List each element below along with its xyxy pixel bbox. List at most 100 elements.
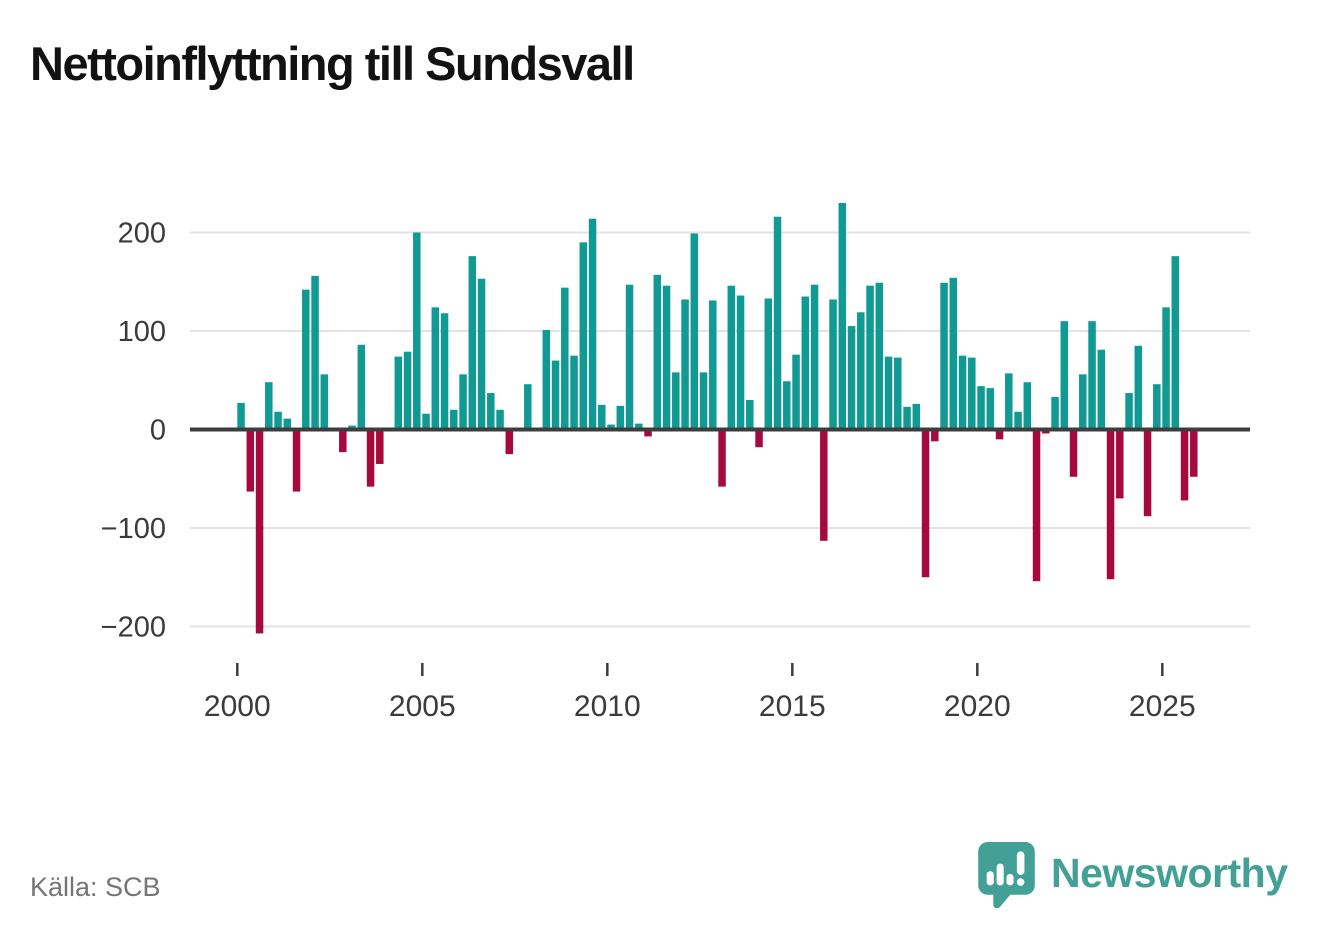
bar-2016-q4 (857, 312, 865, 430)
bar-2004-q2 (394, 356, 403, 430)
bar-2013-q4 (746, 399, 754, 430)
bar-2010-q3 (625, 284, 634, 430)
bar-2017-q1 (866, 285, 874, 430)
brand-name: Newsworthy (1051, 850, 1288, 896)
bar-2019-q3 (958, 355, 967, 430)
bar-2022-q1 (1051, 396, 1059, 430)
bar-2019-q4 (968, 357, 976, 430)
bar-2001-q1 (274, 411, 282, 430)
bar-2024-q3 (1143, 429, 1152, 517)
bar-2016-q3 (847, 326, 856, 430)
bar-2008-q2 (542, 330, 551, 430)
bar-2010-q4 (635, 423, 643, 430)
bar-2013-q2 (727, 285, 736, 430)
bar-2024-q1 (1125, 393, 1133, 430)
bar-2003-q4 (376, 429, 384, 464)
bar-2020-q3 (995, 429, 1004, 440)
bar-2014-q3 (773, 216, 782, 430)
x-axis-label-2020: 2020 (944, 690, 1011, 723)
bar-2015-q3 (810, 284, 819, 430)
bar-2006-q2 (468, 256, 477, 430)
bar-2007-q2 (505, 429, 514, 455)
bar-2006-q4 (487, 393, 495, 430)
x-axis-label-2010: 2010 (574, 690, 641, 723)
bar-2011-q2 (653, 274, 662, 430)
bar-2017-q3 (884, 356, 893, 430)
bar-2024-q2 (1134, 345, 1143, 430)
bar-2023-q3 (1106, 429, 1115, 580)
bar-2003-q2 (357, 344, 366, 430)
bar-2010-q2 (616, 405, 625, 430)
bar-2006-q1 (459, 374, 467, 430)
bar-2007-q4 (524, 384, 532, 430)
bar-2001-q4 (302, 289, 310, 430)
bar-2008-q3 (551, 360, 560, 430)
bar-2021-q3 (1032, 429, 1041, 582)
bar-2006-q3 (477, 278, 486, 430)
bar-2009-q4 (598, 404, 606, 430)
bar-2025-q1 (1162, 307, 1170, 430)
bar-2016-q1 (829, 299, 837, 430)
bar-2023-q4 (1116, 429, 1124, 499)
y-axis-label--100: −100 (101, 513, 166, 545)
bar-2025-q4 (1190, 429, 1198, 477)
bar-2020-q4 (1005, 373, 1013, 430)
bar-2011-q1 (644, 429, 652, 437)
bar-2009-q3 (588, 218, 597, 430)
y-axis-label-200: 200 (118, 218, 166, 250)
y-axis-label--200: −200 (101, 612, 166, 644)
x-axis-label-2000: 2000 (204, 690, 271, 723)
bar-2015-q4 (820, 429, 828, 541)
bar-2020-q1 (977, 386, 985, 430)
page-title: Nettoinflyttning till Sundsvall (30, 37, 635, 90)
bar-2014-q2 (764, 298, 773, 430)
bar-2005-q4 (450, 409, 458, 430)
bar-2009-q2 (579, 242, 588, 430)
bar-2009-q1 (570, 355, 578, 430)
bar-2000-q4 (265, 382, 273, 430)
bar-2022-q2 (1060, 321, 1069, 430)
bar-2003-q3 (366, 429, 375, 487)
bar-2013-q1 (718, 429, 726, 487)
bar-2014-q1 (755, 429, 763, 448)
newsworthy-logo-icon (978, 842, 1035, 908)
bar-2019-q2 (949, 277, 958, 430)
bar-2005-q2 (431, 307, 440, 430)
bar-2004-q4 (413, 232, 421, 430)
bar-2005-q3 (440, 313, 449, 430)
bar-2002-q1 (311, 275, 319, 430)
x-axis-label-2015: 2015 (759, 690, 826, 723)
bar-2012-q4 (709, 300, 717, 430)
bar-2008-q4 (561, 287, 569, 430)
bar-2012-q2 (690, 233, 699, 430)
bar-2012-q1 (681, 299, 689, 430)
bar-2017-q2 (875, 282, 884, 430)
bar-2025-q2 (1171, 256, 1180, 430)
bar-2021-q2 (1023, 382, 1032, 430)
bar-2018-q1 (903, 406, 911, 430)
bar-2024-q4 (1153, 384, 1161, 430)
x-axis-label-2005: 2005 (389, 690, 456, 723)
bar-2015-q2 (801, 296, 810, 430)
bar-2012-q3 (699, 372, 708, 430)
bar-2020-q2 (986, 388, 995, 430)
bar-2001-q2 (283, 418, 292, 430)
bar-2018-q2 (912, 403, 921, 430)
bar-2007-q1 (496, 409, 504, 430)
x-axis-label-2025: 2025 (1129, 690, 1196, 723)
bar-2000-q2 (246, 429, 255, 492)
bar-2005-q1 (422, 413, 430, 430)
bar-2022-q3 (1069, 429, 1078, 477)
bar-2004-q3 (403, 351, 412, 430)
bar-2022-q4 (1079, 374, 1087, 430)
brand-lockup: Newsworthy (978, 842, 1288, 908)
bar-2001-q3 (292, 429, 301, 492)
bar-2018-q4 (931, 429, 939, 442)
source-note: Källa: SCB (30, 872, 161, 902)
bar-2014-q4 (783, 381, 791, 430)
bar-2010-q1 (607, 424, 615, 430)
bar-2021-q1 (1014, 411, 1022, 430)
bar-2002-q2 (320, 374, 329, 430)
